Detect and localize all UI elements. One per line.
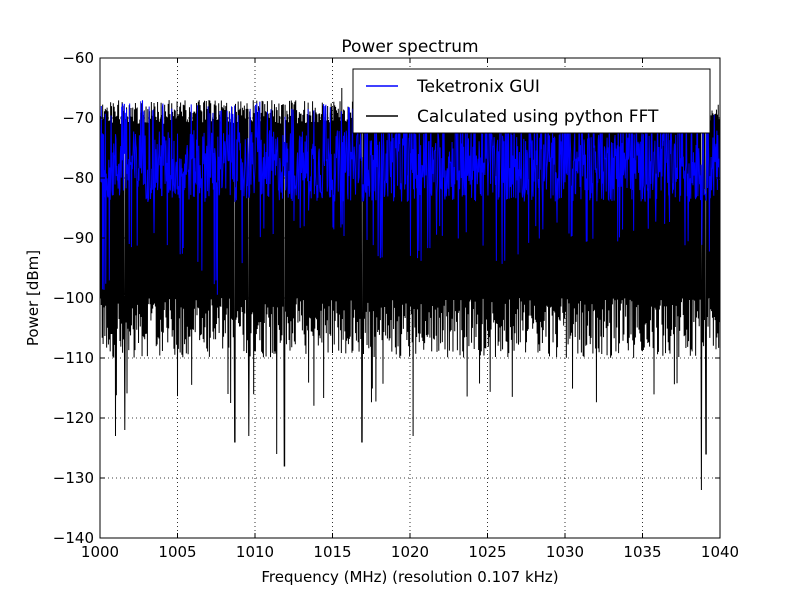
x-tick-label: 1000	[81, 543, 119, 561]
chart-title: Power spectrum	[341, 37, 478, 57]
legend-label-python-fft: Calculated using python FFT	[417, 107, 659, 127]
y-tick-label: −130	[53, 469, 94, 487]
legend-label-teketronix: Teketronix GUI	[416, 77, 540, 97]
x-tick-label: 1015	[313, 543, 351, 561]
x-tick-label: 1040	[701, 543, 739, 561]
x-tick-label: 1035	[623, 543, 661, 561]
y-tick-label: −90	[62, 229, 94, 247]
x-axis-label: Frequency (MHz) (resolution 0.107 kHz)	[261, 568, 558, 586]
y-tick-label: −110	[53, 349, 94, 367]
x-tick-label: 1025	[468, 543, 506, 561]
y-axis-label: Power [dBm]	[24, 250, 42, 346]
y-tick-label: −140	[53, 529, 94, 547]
x-tick-label: 1005	[158, 543, 196, 561]
y-tick-label: −70	[62, 109, 94, 127]
legend-box	[352, 68, 711, 134]
ticks: 1000 1005 1010 1015 1020 1025 1030 1035 1040 −60 −…	[53, 49, 739, 561]
y-tick-label: −80	[62, 169, 94, 187]
x-tick-label: 1030	[546, 543, 584, 561]
legend: Teketronix GUI Calculated using python F…	[352, 68, 711, 134]
x-tick-label: 1010	[236, 543, 274, 561]
y-tick-label: −60	[62, 49, 94, 67]
y-tick-label: −120	[53, 409, 94, 427]
y-tick-label: −100	[53, 289, 94, 307]
x-tick-label: 1020	[391, 543, 429, 561]
